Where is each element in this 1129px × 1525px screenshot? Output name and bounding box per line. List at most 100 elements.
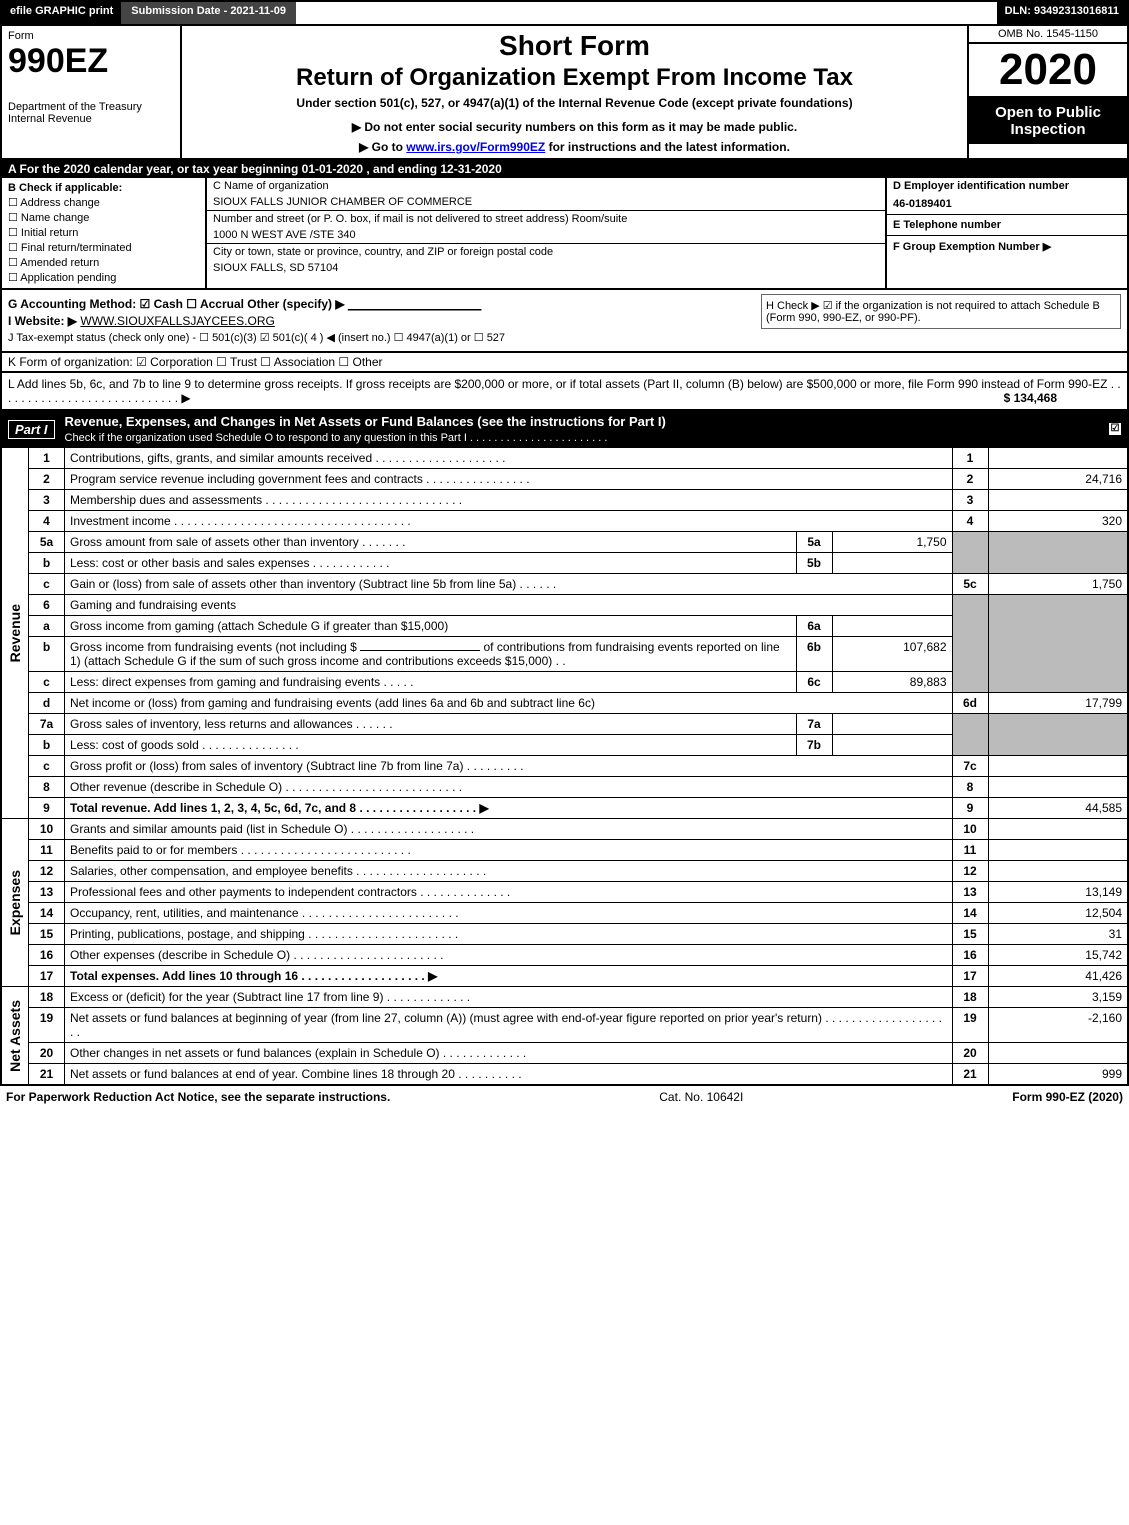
part1-sub: Check if the organization used Schedule … xyxy=(65,432,608,444)
footer-catno: Cat. No. 10642I xyxy=(659,1090,743,1104)
line-2-val: 24,716 xyxy=(988,469,1128,490)
tax-year: 2020 xyxy=(969,44,1127,98)
line-7b-num: b xyxy=(29,735,65,756)
line-14-num: 14 xyxy=(29,903,65,924)
opt-application-pending: ☐ Application pending xyxy=(8,271,199,284)
line-17-box: 17 xyxy=(952,966,988,987)
line-5b-num: b xyxy=(29,553,65,574)
part1-title-text: Revenue, Expenses, and Changes in Net As… xyxy=(65,414,666,429)
part1-checkbox: ☑ xyxy=(1109,423,1121,435)
line-6abc-grayval xyxy=(988,595,1128,693)
form-meta-block: OMB No. 1545-1150 2020 Open to Public In… xyxy=(967,26,1127,158)
line-3-num: 3 xyxy=(29,490,65,511)
line-6a-innum: 6a xyxy=(796,616,832,637)
line-5ab-graybox xyxy=(952,532,988,574)
row-l-amount: $ 134,468 xyxy=(1004,391,1057,405)
line-5b-inval xyxy=(832,553,952,574)
line-1-box: 1 xyxy=(952,448,988,469)
line-21-num: 21 xyxy=(29,1064,65,1086)
opt-name-change: ☐ Name change xyxy=(8,211,199,224)
expenses-side-label: Expenses xyxy=(1,819,29,987)
line-7b-desc: Less: cost of goods sold . . . . . . . .… xyxy=(65,735,797,756)
website-link[interactable]: WWW.SIOUXFALLSJAYCEES.ORG xyxy=(80,314,274,328)
line-7c-num: c xyxy=(29,756,65,777)
form-number: 990EZ xyxy=(8,42,174,81)
line-21-val: 999 xyxy=(988,1064,1128,1086)
row-l-text: L Add lines 5b, 6c, and 7b to line 9 to … xyxy=(8,377,1121,405)
identity-block: B Check if applicable: ☐ Address change … xyxy=(0,178,1129,290)
form-word: Form xyxy=(8,30,174,42)
line-4-num: 4 xyxy=(29,511,65,532)
netassets-side-label: Net Assets xyxy=(1,987,29,1086)
line-14-val: 12,504 xyxy=(988,903,1128,924)
row-i-label: I Website: ▶ xyxy=(8,314,77,328)
line-3-box: 3 xyxy=(952,490,988,511)
line-7b-innum: 7b xyxy=(796,735,832,756)
revenue-side-text: Revenue xyxy=(7,604,23,662)
line-10-val xyxy=(988,819,1128,840)
line-6d-num: d xyxy=(29,693,65,714)
line-9-num: 9 xyxy=(29,798,65,819)
line-13-desc: Professional fees and other payments to … xyxy=(65,882,953,903)
topbar-left: efile GRAPHIC print Submission Date - 20… xyxy=(2,2,296,24)
line-15-num: 15 xyxy=(29,924,65,945)
line-4-val: 320 xyxy=(988,511,1128,532)
line-2-desc: Program service revenue including govern… xyxy=(65,469,953,490)
org-address: 1000 N WEST AVE /STE 340 xyxy=(207,227,885,243)
section-c: C Name of organization SIOUX FALLS JUNIO… xyxy=(207,178,887,288)
line-8-box: 8 xyxy=(952,777,988,798)
open-public-label: Open to Public Inspection xyxy=(969,98,1127,144)
line-7c-val xyxy=(988,756,1128,777)
line-5ab-grayval xyxy=(988,532,1128,574)
notice2-post: for instructions and the latest informat… xyxy=(545,140,790,154)
instructions-link[interactable]: www.irs.gov/Form990EZ xyxy=(406,140,545,154)
line-3-desc: Membership dues and assessments . . . . … xyxy=(65,490,953,511)
line-16-box: 16 xyxy=(952,945,988,966)
line-5c-desc: Gain or (loss) from sale of assets other… xyxy=(65,574,953,595)
section-e-label: E Telephone number xyxy=(893,219,1121,231)
line-6a-inval xyxy=(832,616,952,637)
expenses-side-text: Expenses xyxy=(7,870,23,935)
footer: For Paperwork Reduction Act Notice, see … xyxy=(0,1086,1129,1108)
line-11-num: 11 xyxy=(29,840,65,861)
line-19-desc: Net assets or fund balances at beginning… xyxy=(65,1008,953,1043)
line-11-desc: Benefits paid to or for members . . . . … xyxy=(65,840,953,861)
dept-label: Department of the Treasury Internal Reve… xyxy=(8,101,174,125)
line-6-num: 6 xyxy=(29,595,65,616)
efile-label: efile GRAPHIC print xyxy=(2,2,121,24)
section-def: D Employer identification number 46-0189… xyxy=(887,178,1127,288)
footer-form-ref: Form 990-EZ (2020) xyxy=(1012,1090,1123,1104)
line-1-val xyxy=(988,448,1128,469)
line-21-desc: Net assets or fund balances at end of ye… xyxy=(65,1064,953,1086)
topbar: efile GRAPHIC print Submission Date - 20… xyxy=(0,0,1129,26)
line-18-num: 18 xyxy=(29,987,65,1008)
line-6c-desc: Less: direct expenses from gaming and fu… xyxy=(65,672,797,693)
section-f-label: F Group Exemption Number ▶ xyxy=(893,240,1121,253)
line-7ab-grayval xyxy=(988,714,1128,756)
line-15-desc: Printing, publications, postage, and shi… xyxy=(65,924,953,945)
line-7c-desc: Gross profit or (loss) from sales of inv… xyxy=(65,756,953,777)
line-8-num: 8 xyxy=(29,777,65,798)
line-19-box: 19 xyxy=(952,1008,988,1043)
line-4-desc: Investment income . . . . . . . . . . . … xyxy=(65,511,953,532)
line-6c-innum: 6c xyxy=(796,672,832,693)
line-5a-inval: 1,750 xyxy=(832,532,952,553)
line-6b-desc1: Gross income from fundraising events (no… xyxy=(70,640,357,654)
part1-title: Revenue, Expenses, and Changes in Net As… xyxy=(65,414,666,444)
line-20-val xyxy=(988,1043,1128,1064)
line-8-val xyxy=(988,777,1128,798)
line-20-box: 20 xyxy=(952,1043,988,1064)
line-14-box: 14 xyxy=(952,903,988,924)
line-9-val: 44,585 xyxy=(988,798,1128,819)
rows-ghij-block: H Check ▶ ☑ if the organization is not r… xyxy=(0,290,1129,353)
line-19-num: 19 xyxy=(29,1008,65,1043)
line-11-box: 11 xyxy=(952,840,988,861)
line-12-num: 12 xyxy=(29,861,65,882)
line-5c-val: 1,750 xyxy=(988,574,1128,595)
row-g-underline: ____________________ xyxy=(348,297,481,311)
section-c-label: C Name of organization xyxy=(207,178,885,194)
line-4-box: 4 xyxy=(952,511,988,532)
line-17-val: 41,426 xyxy=(988,966,1128,987)
form-title-block: Short Form Return of Organization Exempt… xyxy=(182,26,967,158)
line-9-box: 9 xyxy=(952,798,988,819)
